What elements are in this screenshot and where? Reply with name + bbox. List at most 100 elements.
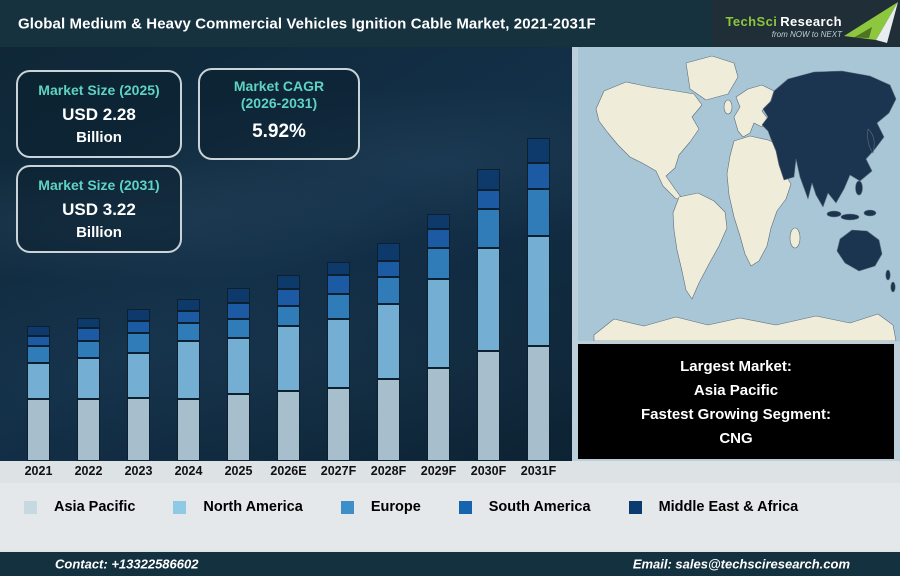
bar-segment-south-america bbox=[377, 261, 400, 277]
bar-segment-asia-pacific bbox=[177, 399, 200, 461]
market-size-2031-unit: Billion bbox=[76, 224, 122, 241]
bar-segment-europe bbox=[227, 319, 250, 338]
map-north-america bbox=[595, 81, 703, 202]
bar-segment-north-america bbox=[277, 326, 300, 391]
legend-swatch bbox=[24, 500, 37, 514]
bar-2027F bbox=[327, 262, 350, 461]
bar-segment-europe bbox=[377, 277, 400, 304]
bottom-band: 2021 2022 2023 2024 2025 2026E 2027F 2028F 2029F… bbox=[0, 461, 900, 550]
x-axis-label-2023: 2023 bbox=[124, 464, 153, 478]
legend-swatch bbox=[173, 500, 187, 514]
bar-segment-asia-pacific bbox=[427, 368, 450, 461]
legend-swatch bbox=[340, 500, 354, 514]
bar-segment-north-america bbox=[327, 319, 350, 388]
bar-segment-south-america bbox=[77, 328, 100, 341]
footer-contact: Contact: +13322586602 bbox=[55, 556, 199, 572]
market-cagr-label: Market CAGR (2026-2031) bbox=[200, 78, 358, 112]
bar-segment-asia-pacific bbox=[327, 388, 350, 461]
legend-label: North America bbox=[203, 499, 303, 515]
logo-brand-primary: TechSci bbox=[725, 14, 778, 29]
bar-segment-asia-pacific bbox=[527, 346, 550, 461]
bar-segment-middle-east-africa bbox=[77, 318, 100, 328]
bar-segment-europe bbox=[477, 209, 500, 248]
header-bar: Global Medium & Heavy Commercial Vehicle… bbox=[0, 0, 900, 47]
bar-segment-asia-pacific bbox=[377, 379, 400, 461]
bar-segment-north-america bbox=[227, 338, 250, 394]
legend-item-middle-east-africa: Middle East & Africa bbox=[628, 499, 799, 515]
bar-segment-south-america bbox=[327, 275, 350, 294]
map-australia-highlight bbox=[836, 229, 883, 272]
market-size-2025-label: Market Size (2025) bbox=[38, 82, 160, 98]
legend-item-asia-pacific: Asia Pacific bbox=[24, 499, 135, 515]
bar-segment-south-america bbox=[527, 163, 550, 189]
bar-segment-south-america bbox=[27, 336, 50, 346]
legend: Asia Pacific North America Europe South Ame… bbox=[24, 499, 798, 515]
bar-segment-middle-east-africa bbox=[327, 262, 350, 275]
bar-segment-middle-east-africa bbox=[127, 309, 150, 321]
bar-2030F bbox=[477, 169, 500, 461]
x-axis-label-2022: 2022 bbox=[74, 464, 103, 478]
bar-segment-europe bbox=[77, 341, 100, 358]
x-axis-label-2025: 2025 bbox=[224, 464, 253, 478]
x-axis-label-2030F: 2030F bbox=[470, 464, 507, 478]
map-madagascar bbox=[789, 227, 801, 249]
legend-swatch bbox=[628, 500, 642, 514]
map-japan-highlight bbox=[867, 128, 875, 154]
footer-bar: Contact: +13322586602 Email: sales@techs… bbox=[0, 550, 900, 576]
bar-segment-middle-east-africa bbox=[277, 275, 300, 289]
map-antarctica bbox=[593, 313, 897, 341]
legend-label: Europe bbox=[370, 499, 421, 515]
map-indonesia-highlight-1 bbox=[826, 210, 842, 218]
bar-segment-north-america bbox=[477, 248, 500, 351]
x-axis-label-2031F: 2031F bbox=[520, 464, 557, 478]
bar-segment-asia-pacific bbox=[477, 351, 500, 461]
logo-tagline: from NOW to NEXT bbox=[771, 30, 842, 39]
bar-segment-europe bbox=[127, 333, 150, 353]
bar-segment-south-america bbox=[277, 289, 300, 306]
market-size-2031-label: Market Size (2031) bbox=[38, 177, 160, 193]
bar-segment-south-america bbox=[427, 229, 450, 248]
callout-line-largest-market-value: Asia Pacific bbox=[693, 382, 779, 399]
market-cagr-label-line1: Market CAGR bbox=[233, 78, 325, 94]
x-axis-label-2026E: 2026E bbox=[270, 464, 307, 478]
bar-segment-north-america bbox=[427, 279, 450, 368]
bar-2029F bbox=[427, 214, 450, 461]
market-size-2025-unit: Billion bbox=[76, 129, 122, 146]
bar-segment-asia-pacific bbox=[127, 398, 150, 461]
callout-line-fastest-segment: Fastest Growing Segment: bbox=[640, 406, 832, 423]
market-cagr-label-line2: (2026-2031) bbox=[240, 95, 318, 111]
legend-item-south-america: South America bbox=[458, 499, 591, 515]
bar-segment-middle-east-africa bbox=[427, 214, 450, 229]
x-axis-label-2028F: 2028F bbox=[370, 464, 407, 478]
bar-2022 bbox=[77, 318, 100, 461]
legend-swatch bbox=[458, 500, 472, 514]
map-south-america bbox=[672, 192, 728, 300]
footer-email: Email: sales@techsciresearch.com bbox=[632, 556, 850, 572]
bar-segment-north-america bbox=[77, 358, 100, 399]
bar-segment-europe bbox=[177, 323, 200, 341]
logo-wordmark: TechSci Research bbox=[726, 14, 842, 29]
bar-segment-europe bbox=[27, 346, 50, 363]
x-axis-label-2029F: 2029F bbox=[420, 464, 457, 478]
legend-item-north-america: North America bbox=[173, 499, 303, 515]
x-axis-label-2027F: 2027F bbox=[320, 464, 357, 478]
bar-segment-middle-east-africa bbox=[377, 243, 400, 261]
legend-label: Middle East & Africa bbox=[658, 499, 799, 515]
bar-segment-asia-pacific bbox=[227, 394, 250, 461]
bar-segment-south-america bbox=[177, 311, 200, 323]
market-cagr-value: 5.92% bbox=[252, 121, 306, 142]
legend-item-europe: Europe bbox=[340, 499, 421, 515]
callout-line-fastest-segment-value: CNG bbox=[719, 430, 753, 447]
bar-segment-asia-pacific bbox=[77, 399, 100, 461]
bar-2024 bbox=[177, 299, 200, 461]
key-facts-callout: Largest Market: Asia Pacific Fastest Gro… bbox=[578, 344, 894, 459]
world-map bbox=[578, 47, 900, 341]
bar-segment-south-america bbox=[127, 321, 150, 333]
bar-segment-middle-east-africa bbox=[477, 169, 500, 190]
bar-2025 bbox=[227, 288, 250, 461]
bar-segment-middle-east-africa bbox=[177, 299, 200, 311]
right-column: Largest Market: Asia Pacific Fastest Gro… bbox=[572, 47, 900, 461]
market-size-2031-value: USD 3.22 bbox=[62, 200, 136, 219]
x-axis-band: 2021 2022 2023 2024 2025 2026E 2027F 2028F 2029F… bbox=[0, 461, 900, 483]
map-new-zealand-highlight-1 bbox=[885, 269, 891, 281]
